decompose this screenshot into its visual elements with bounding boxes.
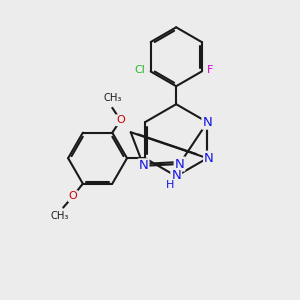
Text: N: N: [202, 116, 212, 129]
Text: CH₃: CH₃: [103, 93, 122, 103]
Text: N: N: [204, 152, 214, 165]
Text: N: N: [139, 159, 148, 172]
Text: O: O: [116, 115, 125, 125]
Text: F: F: [207, 65, 213, 75]
Text: N: N: [175, 158, 184, 170]
Text: H: H: [166, 180, 175, 190]
Text: N: N: [171, 169, 181, 182]
Text: CH₃: CH₃: [51, 212, 69, 221]
Text: Cl: Cl: [135, 65, 146, 75]
Text: O: O: [69, 191, 77, 201]
